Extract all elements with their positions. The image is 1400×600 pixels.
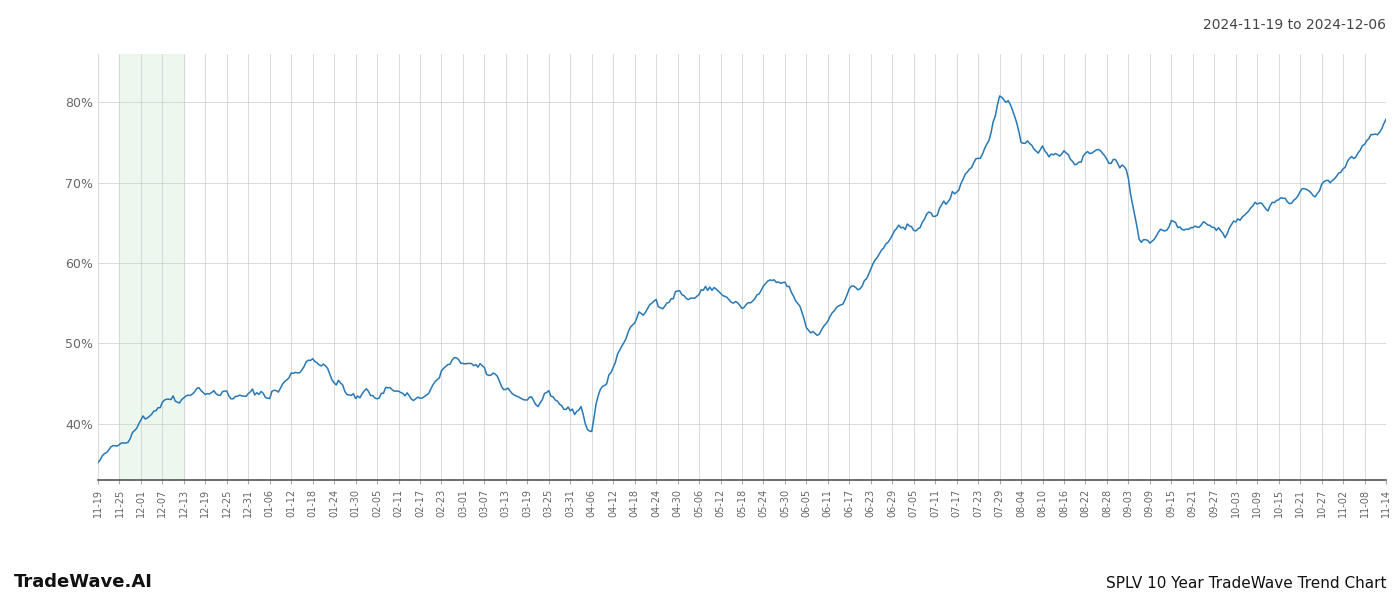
Text: 2024-11-19 to 2024-12-06: 2024-11-19 to 2024-12-06	[1203, 18, 1386, 32]
Text: SPLV 10 Year TradeWave Trend Chart: SPLV 10 Year TradeWave Trend Chart	[1106, 576, 1386, 591]
Bar	[119, 54, 183, 480]
Text: TradeWave.AI: TradeWave.AI	[14, 573, 153, 591]
